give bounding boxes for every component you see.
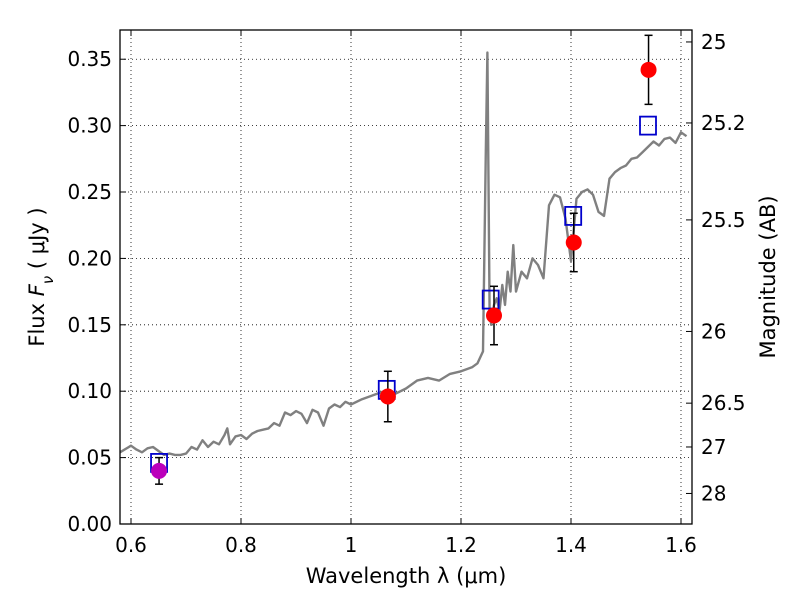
y-axis-label: Flux Fν ( μJy ) bbox=[25, 207, 57, 346]
y-tick-label: 0.30 bbox=[67, 114, 112, 138]
observed-points bbox=[151, 34, 657, 485]
x-tick-label: 1.6 bbox=[665, 533, 697, 557]
y2-tick-label: 27 bbox=[701, 435, 726, 459]
plot-frame bbox=[119, 29, 693, 525]
x-axis-label: Wavelength λ (μm) bbox=[306, 564, 507, 588]
x-tick-label: 0.8 bbox=[225, 533, 257, 557]
x-tick-label: 1 bbox=[345, 533, 358, 557]
y-tick-label: 0.35 bbox=[67, 47, 112, 71]
y2-tick-label: 25.5 bbox=[701, 208, 746, 232]
y-tick-label: 0.15 bbox=[67, 313, 112, 337]
observed-point bbox=[565, 234, 582, 251]
y-tick-label: 0.10 bbox=[67, 379, 112, 403]
observed-point bbox=[486, 307, 502, 324]
x-tick-label: 0.6 bbox=[115, 533, 147, 557]
tick-labels: 0.6 0.8 1 1.2 1.4 1.6 0.00 0.05 0.10 0.15 0.20 0.25… bbox=[67, 30, 745, 557]
observed-point bbox=[151, 462, 168, 479]
x-tick-label: 1.2 bbox=[445, 533, 477, 557]
spectrum-line bbox=[119, 51, 688, 457]
model-boxes bbox=[150, 115, 657, 473]
y-tick-label: 0.00 bbox=[67, 512, 112, 536]
y-tick-label: 0.05 bbox=[67, 446, 112, 470]
y2-tick-label: 25 bbox=[701, 30, 726, 54]
tick-marks bbox=[120, 30, 692, 525]
y2-tick-label: 25.2 bbox=[701, 111, 746, 135]
y-tick-label: 0.25 bbox=[67, 180, 112, 204]
observed-point bbox=[379, 388, 396, 405]
x-tick-label: 1.4 bbox=[555, 533, 587, 557]
model-box-point bbox=[639, 115, 657, 136]
y-tick-label: 0.20 bbox=[67, 246, 112, 270]
y2-tick-label: 28 bbox=[701, 481, 726, 505]
spectrum-layer bbox=[119, 51, 688, 457]
y2-tick-label: 26 bbox=[701, 319, 726, 343]
y2-axis-label: Magnitude (AB) bbox=[756, 195, 780, 358]
observed-point bbox=[640, 61, 657, 78]
y2-tick-label: 26.5 bbox=[701, 391, 746, 415]
grid-lines bbox=[120, 30, 692, 525]
